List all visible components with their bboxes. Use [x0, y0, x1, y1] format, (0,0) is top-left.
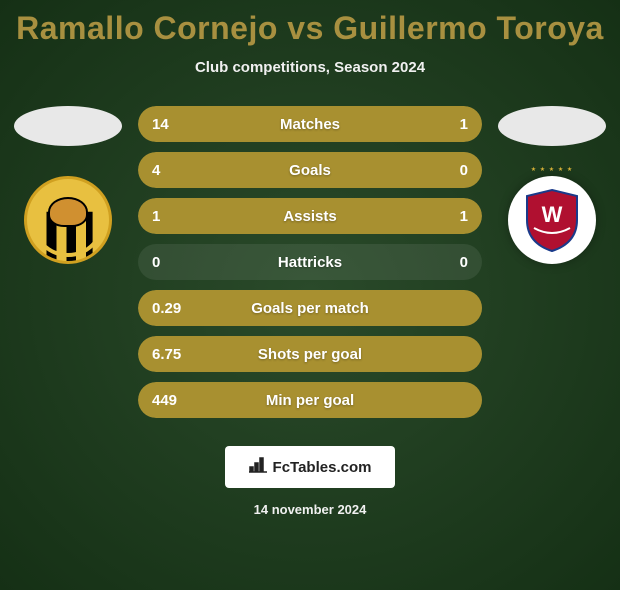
stat-label: Min per goal: [266, 392, 354, 409]
page-title: Ramallo Cornejo vs Guillermo Toroya: [0, 10, 620, 47]
stat-value-left: 449: [152, 392, 177, 409]
svg-text:W: W: [542, 202, 563, 227]
stat-value-left: 0: [152, 254, 160, 271]
stat-label: Goals: [289, 162, 331, 179]
comparison-container: 14 1 Matches 4 0 Goals 1 1 Assists 0 0 Hattricks 0.2…: [0, 106, 620, 428]
date-text: 14 november 2024: [0, 502, 620, 517]
stat-row: 0 0 Hattricks: [138, 244, 482, 280]
stat-value-right: 0: [460, 162, 468, 179]
stat-row: 14 1 Matches: [138, 106, 482, 142]
stat-row: 0.29 Goals per match: [138, 290, 482, 326]
stat-value-left: 4: [152, 162, 160, 179]
footer-brand-text: FcTables.com: [273, 459, 372, 476]
stat-label: Hattricks: [278, 254, 342, 271]
stat-value-left: 1: [152, 208, 160, 225]
stat-row: 449 Min per goal: [138, 382, 482, 418]
wilstermann-badge: ★ ★ ★ ★ ★ W: [508, 176, 596, 264]
stat-row: 4 0 Goals: [138, 152, 482, 188]
subtitle: Club competitions, Season 2024: [0, 59, 620, 76]
stat-value-left: 14: [152, 116, 169, 133]
the-strongest-badge: [24, 176, 112, 264]
fctables-logo[interactable]: FcTables.com: [225, 446, 395, 488]
stat-label: Shots per goal: [258, 346, 362, 363]
stat-label: Matches: [280, 116, 340, 133]
stat-value-right: 1: [460, 116, 468, 133]
stat-label: Goals per match: [251, 300, 369, 317]
stat-value-right: 1: [460, 208, 468, 225]
left-player-column: [8, 106, 128, 264]
stat-label: Assists: [283, 208, 336, 225]
left-avatar-placeholder: [14, 106, 122, 146]
stat-row: 1 1 Assists: [138, 198, 482, 234]
stat-value-right: 0: [460, 254, 468, 271]
right-avatar-placeholder: [498, 106, 606, 146]
right-player-column: ★ ★ ★ ★ ★ W: [492, 106, 612, 264]
stat-value-left: 0.29: [152, 300, 181, 317]
chart-icon: [249, 457, 267, 478]
stat-row: 6.75 Shots per goal: [138, 336, 482, 372]
stat-value-left: 6.75: [152, 346, 181, 363]
stats-list: 14 1 Matches 4 0 Goals 1 1 Assists 0 0 Hattricks 0.2…: [128, 106, 492, 428]
